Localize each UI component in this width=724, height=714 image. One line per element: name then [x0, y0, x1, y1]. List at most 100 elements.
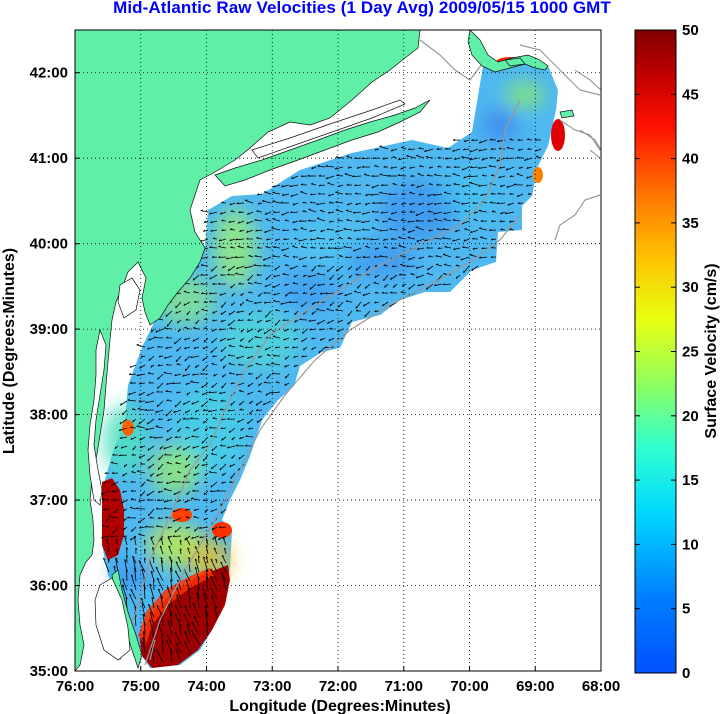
vector-head: [329, 238, 332, 241]
vector-head: [427, 194, 430, 197]
vector-head: [335, 269, 338, 272]
vector-head: [499, 166, 502, 169]
vector-arrow: [329, 301, 335, 307]
vector-arrow: [203, 454, 209, 462]
vector-arrow: [213, 547, 218, 555]
vector-head: [133, 536, 136, 539]
vector-head: [372, 201, 375, 204]
vector-arrow: [264, 191, 272, 195]
vector-arrow: [227, 445, 236, 449]
colorbar-tick-label: 25: [682, 344, 699, 361]
vector-head: [187, 547, 190, 550]
vector-head: [170, 579, 173, 582]
vector-head: [387, 174, 391, 177]
vector-head: [462, 246, 465, 248]
vector-head: [130, 381, 133, 384]
vector-arrow: [102, 525, 110, 528]
vector-head: [142, 637, 145, 640]
vector-head: [353, 290, 357, 292]
vector-arrow: [128, 391, 137, 396]
vector-arrow: [289, 301, 299, 303]
vector-arrow: [427, 193, 434, 197]
vector-arrow: [209, 211, 218, 215]
vector-head: [445, 157, 448, 160]
x-tick-label: 72:00: [319, 678, 357, 695]
vector-arrow: [317, 319, 326, 325]
vector-arrow: [335, 201, 344, 204]
vector-arrow: [176, 587, 182, 600]
vector-arrow: [463, 139, 470, 143]
pamlico-sound: [94, 577, 131, 661]
vector-head: [338, 292, 341, 295]
vector-head: [373, 281, 376, 284]
vector-arrow: [244, 265, 254, 269]
vector-arrow: [309, 229, 317, 232]
vector-head: [443, 272, 446, 275]
vector-head: [191, 536, 194, 539]
x-tick-label: 68:00: [582, 678, 620, 695]
vector-head: [224, 547, 227, 550]
vector-arrow: [397, 175, 407, 177]
vector-arrow: [442, 283, 452, 286]
vector-head: [123, 518, 126, 521]
vector-arrow: [254, 255, 263, 258]
vector-head: [152, 633, 155, 637]
vector-arrow: [138, 391, 146, 396]
vector-head: [200, 282, 203, 285]
vector-head: [200, 372, 203, 375]
vector-head: [193, 326, 196, 329]
vector-arrow: [205, 539, 209, 546]
vector-arrow: [124, 537, 128, 546]
martha-vineyard: [504, 57, 526, 67]
vector-arrow: [122, 472, 128, 477]
vector-head: [389, 227, 392, 230]
vector-arrow: [318, 184, 326, 187]
vector-arrow: [220, 337, 227, 342]
patch-cyan-1: [220, 310, 300, 370]
vector-head: [182, 402, 185, 405]
vector-head: [210, 575, 213, 578]
vector-head: [230, 210, 233, 212]
vector-arrow: [317, 273, 326, 276]
vector-head: [110, 534, 113, 537]
vector-arrow: [247, 391, 254, 396]
vector-arrow: [254, 301, 263, 304]
vector-arrow: [127, 399, 137, 402]
vector-arrow: [290, 211, 299, 214]
vector-arrow: [292, 202, 299, 206]
vector-head: [125, 597, 128, 600]
vector-arrow: [136, 344, 146, 348]
vector-head: [163, 507, 166, 509]
vector-head: [273, 275, 276, 278]
vector-arrow: [264, 211, 272, 216]
vector-head: [371, 185, 374, 189]
vector-head: [176, 587, 179, 590]
vector-arrow: [174, 632, 182, 645]
vector-head: [491, 246, 494, 249]
vector-head: [362, 293, 365, 296]
vector-head: [416, 239, 419, 242]
vector-head: [255, 408, 259, 411]
bathymetry-contours: [119, 39, 601, 666]
vector-head: [172, 519, 175, 522]
vector-head: [399, 273, 402, 276]
vector-head: [201, 292, 204, 295]
vector-arrow: [379, 255, 389, 258]
vector-head: [246, 237, 249, 240]
vector-head: [455, 264, 459, 267]
vector-head: [184, 437, 187, 440]
vector-arrow: [228, 363, 236, 366]
vector-head: [355, 220, 358, 223]
vector-head: [470, 166, 473, 168]
vector-head: [138, 393, 141, 396]
vector-head: [248, 340, 250, 343]
vector-head: [175, 561, 178, 564]
vector-arrow: [256, 409, 263, 411]
vector-arrow: [246, 229, 254, 233]
vector-head: [219, 212, 222, 215]
vector-head: [143, 586, 146, 589]
vector-head: [282, 273, 285, 275]
vector-arrow: [506, 166, 515, 171]
vector-arrow: [199, 526, 209, 529]
vector-head: [326, 308, 329, 310]
